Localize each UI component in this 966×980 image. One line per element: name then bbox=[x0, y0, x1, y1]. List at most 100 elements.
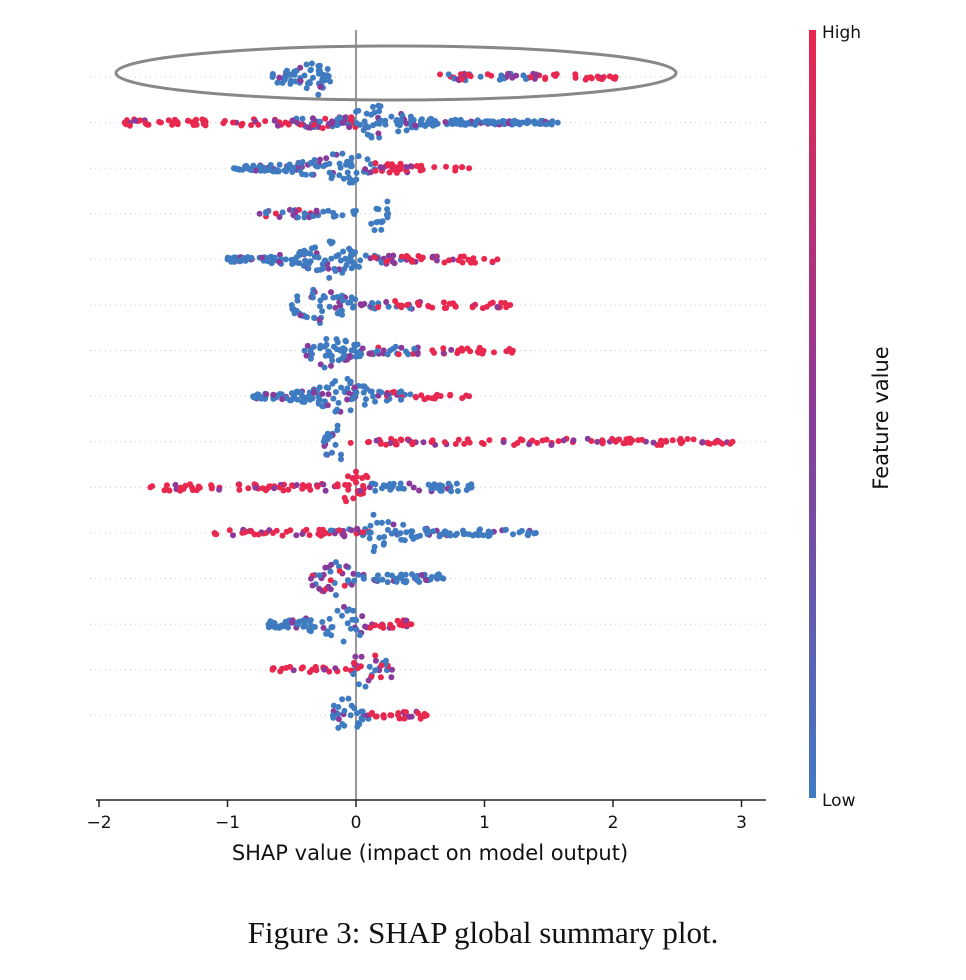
shap-point bbox=[384, 161, 391, 168]
shap-point bbox=[311, 314, 318, 321]
shap-point bbox=[403, 529, 410, 536]
shap-point bbox=[425, 303, 432, 310]
shap-point bbox=[458, 345, 465, 352]
shap-point bbox=[491, 349, 497, 356]
shap-point bbox=[292, 258, 299, 265]
shap-point bbox=[422, 525, 429, 532]
shap-point bbox=[354, 723, 361, 730]
shap-point bbox=[500, 439, 507, 446]
shap-point bbox=[241, 529, 248, 536]
shap-point bbox=[302, 171, 309, 178]
shap-point bbox=[255, 531, 262, 538]
shap-point bbox=[267, 166, 274, 173]
shap-point bbox=[310, 74, 316, 81]
shap-point bbox=[145, 121, 152, 128]
shap-point bbox=[323, 336, 330, 342]
shap-point bbox=[347, 378, 354, 385]
shap-point bbox=[382, 121, 389, 128]
shap-point bbox=[350, 659, 357, 666]
shap-point bbox=[345, 473, 351, 480]
shap-point bbox=[319, 390, 326, 397]
shap-point bbox=[348, 527, 355, 534]
shap-point bbox=[331, 530, 338, 537]
shap-point bbox=[357, 257, 364, 264]
shap-point bbox=[321, 666, 328, 673]
shap-point bbox=[430, 528, 437, 535]
shap-point-extreme bbox=[466, 393, 473, 400]
shap-point bbox=[390, 345, 397, 352]
shap-point bbox=[305, 265, 312, 272]
shap-point bbox=[393, 169, 400, 176]
shap-point bbox=[381, 533, 388, 540]
shap-point bbox=[529, 437, 536, 444]
shap-point bbox=[318, 532, 324, 539]
shap-point bbox=[336, 563, 342, 570]
shap-point bbox=[429, 253, 436, 260]
shap-point bbox=[402, 617, 409, 624]
shap-point bbox=[341, 582, 348, 589]
shap-point bbox=[307, 355, 314, 362]
shap-point bbox=[319, 619, 326, 625]
shap-point bbox=[407, 391, 414, 398]
shap-point-extreme bbox=[308, 575, 314, 582]
shap-point bbox=[336, 160, 343, 167]
shap-point bbox=[324, 628, 331, 635]
shap-point bbox=[201, 121, 208, 128]
shap-point bbox=[349, 616, 356, 623]
shap-point bbox=[257, 163, 264, 170]
shap-point bbox=[379, 218, 386, 225]
shap-point bbox=[334, 339, 341, 346]
x-tick-label: 3 bbox=[736, 813, 747, 833]
shap-point bbox=[340, 353, 347, 360]
shap-point bbox=[348, 702, 355, 709]
shap-point bbox=[376, 108, 383, 115]
shap-point bbox=[360, 482, 367, 489]
shap-point bbox=[366, 438, 373, 445]
shap-point bbox=[343, 563, 350, 570]
shap-point bbox=[684, 436, 691, 442]
shap-point bbox=[410, 535, 417, 542]
shap-point bbox=[525, 529, 532, 536]
shap-point bbox=[316, 572, 323, 579]
shap-point bbox=[320, 293, 327, 299]
shap-point bbox=[360, 127, 367, 134]
shap-point bbox=[335, 716, 342, 723]
shap-point bbox=[335, 704, 342, 710]
shap-point bbox=[272, 210, 279, 217]
shap-point bbox=[315, 400, 322, 407]
shap-point bbox=[344, 396, 351, 403]
shap-point bbox=[350, 303, 357, 310]
shap-point bbox=[307, 486, 314, 493]
shap-point bbox=[416, 487, 423, 494]
shap-point bbox=[340, 175, 347, 182]
shap-point bbox=[369, 709, 375, 716]
shap-point bbox=[447, 391, 454, 398]
shap-point bbox=[390, 252, 397, 259]
shap-point bbox=[329, 380, 336, 387]
shap-point bbox=[503, 348, 510, 355]
shap-point bbox=[353, 108, 360, 115]
shap-point bbox=[489, 299, 496, 306]
shap-point bbox=[335, 711, 342, 717]
shap-point bbox=[384, 579, 391, 586]
shap-point bbox=[288, 77, 294, 84]
shap-point-extreme bbox=[256, 210, 263, 217]
shap-point bbox=[390, 521, 397, 528]
shap-point bbox=[379, 576, 386, 583]
shap-point bbox=[384, 351, 391, 358]
shap-point bbox=[304, 342, 311, 349]
shap-point bbox=[366, 350, 373, 357]
shap-point bbox=[527, 74, 534, 81]
shap-point bbox=[379, 622, 386, 628]
shap-point bbox=[443, 163, 449, 170]
shap-point bbox=[352, 296, 359, 303]
shap-point bbox=[351, 384, 358, 391]
shap-point bbox=[383, 299, 390, 305]
shap-point bbox=[320, 208, 327, 215]
shap-point bbox=[599, 438, 606, 445]
shap-point bbox=[322, 487, 329, 494]
shap-point bbox=[339, 311, 346, 318]
shap-point bbox=[321, 364, 328, 371]
shap-point bbox=[553, 71, 560, 78]
shap-point bbox=[279, 396, 286, 403]
